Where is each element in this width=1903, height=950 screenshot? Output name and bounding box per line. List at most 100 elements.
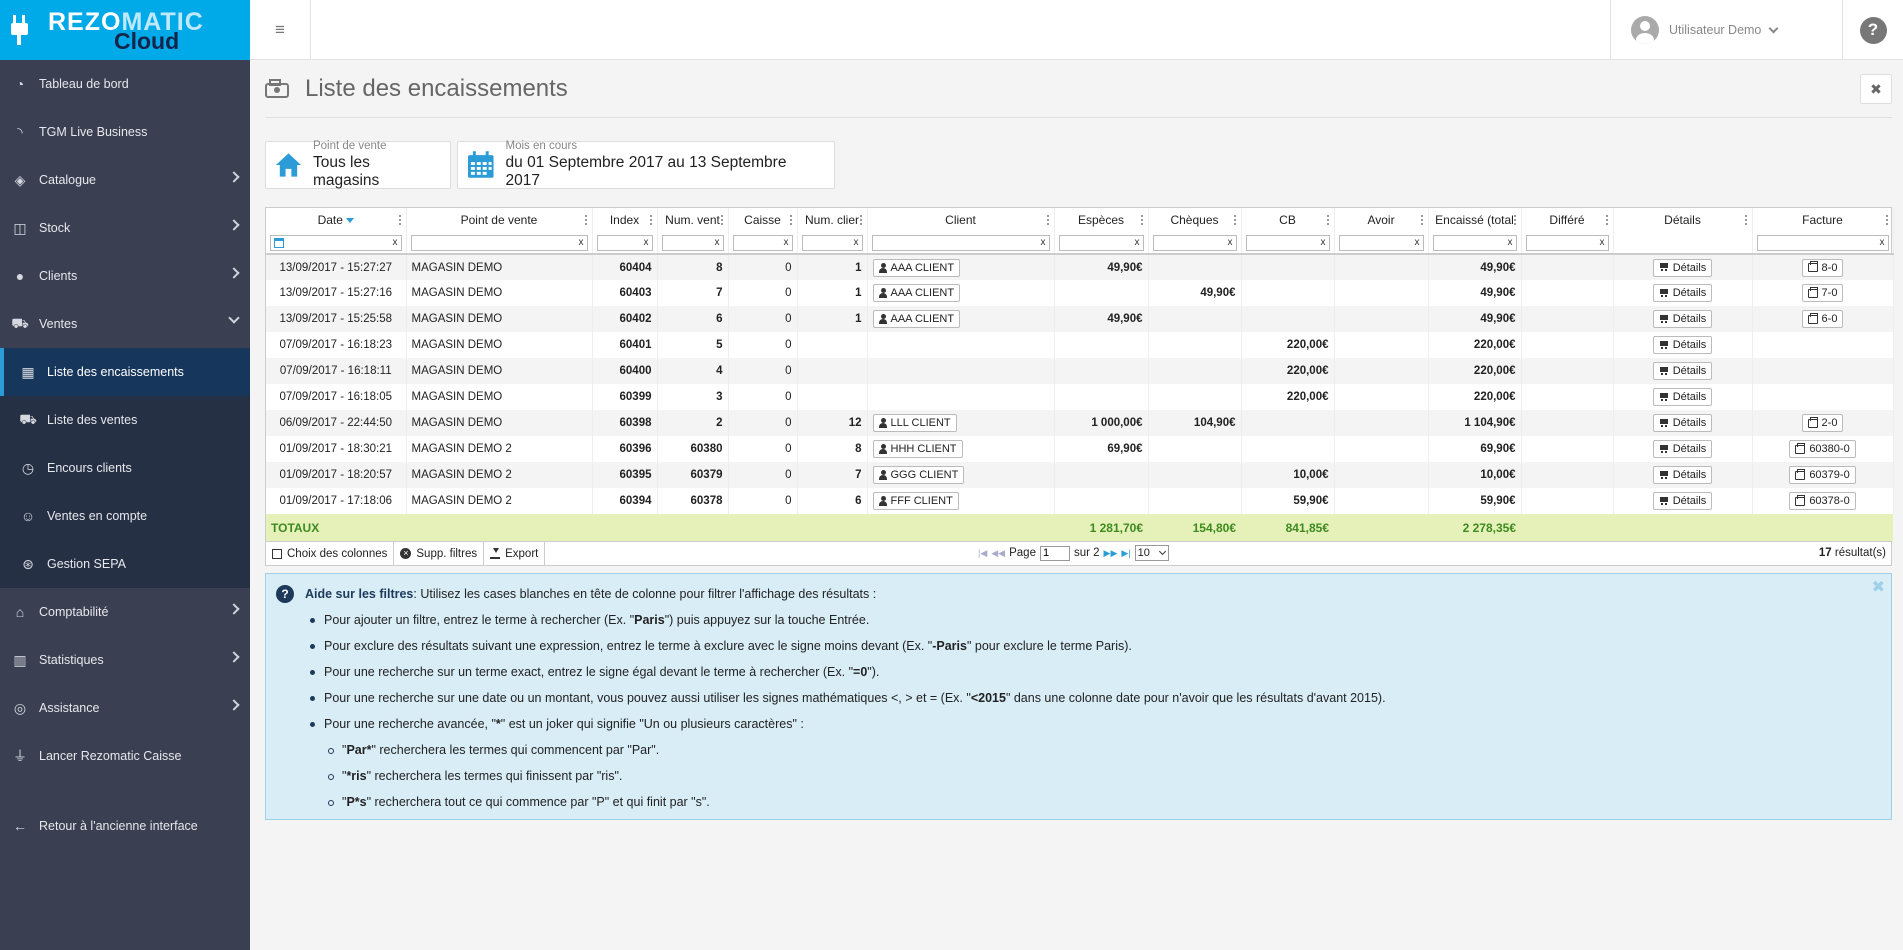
col-header-caisse[interactable]: Caisse: [728, 208, 798, 232]
index-filter-input[interactable]: x: [596, 234, 653, 251]
col-header-point-de-vente[interactable]: Point de vente: [406, 208, 593, 232]
sidebar-item-comptabilite[interactable]: ⌂ Comptabilité: [0, 588, 250, 636]
clear-filter-icon[interactable]: x: [783, 236, 789, 248]
details-button[interactable]: Détails: [1652, 440, 1713, 458]
client-num-filter-input[interactable]: x: [801, 234, 863, 251]
column-resize-handle[interactable]: [1605, 215, 1608, 225]
cb-filter-input[interactable]: x: [1245, 234, 1330, 251]
clear-filter-icon[interactable]: x: [643, 236, 649, 248]
sidebar-item-catalogue[interactable]: ◈ Catalogue: [0, 156, 250, 204]
invoice-print-button[interactable]: 7-0: [1801, 284, 1844, 302]
client-button[interactable]: LLL CLIENT: [872, 414, 957, 432]
col-header-cheques[interactable]: Chèques: [1148, 208, 1242, 232]
sidebar-item-assistance[interactable]: ◎ Assistance: [0, 684, 250, 732]
client-button[interactable]: GGG CLIENT: [872, 466, 965, 484]
invoice-print-button[interactable]: 6-0: [1801, 310, 1844, 328]
column-resize-handle[interactable]: [1885, 215, 1888, 225]
close-page-button[interactable]: ✖: [1860, 74, 1892, 104]
table-row[interactable]: 01/09/2017 - 18:30:21 MAGASIN DEMO 2 60396…: [266, 436, 1894, 462]
details-button[interactable]: Détails: [1652, 310, 1713, 328]
clear-filter-icon[interactable]: x: [1414, 236, 1420, 248]
date-filter-input[interactable]: x: [270, 234, 402, 251]
col-header-differe[interactable]: Différé: [1521, 208, 1614, 232]
clear-filter-icon[interactable]: x: [714, 236, 720, 248]
invoice-print-button[interactable]: 60379-0: [1789, 466, 1856, 484]
column-resize-handle[interactable]: [859, 215, 862, 225]
sidebar-item-liste-ventes[interactable]: ⛟ Liste des ventes: [0, 396, 250, 444]
sidebar-item-back[interactable]: ← Retour à l'ancienne interface: [0, 802, 250, 850]
col-header-client[interactable]: Client: [867, 208, 1055, 232]
close-help-icon[interactable]: ✖: [1871, 579, 1885, 596]
column-resize-handle[interactable]: [1513, 215, 1516, 225]
table-row[interactable]: 06/09/2017 - 22:44:50 MAGASIN DEMO 60398 2 0…: [266, 410, 1894, 436]
clear-filter-icon[interactable]: x: [1227, 236, 1233, 248]
column-resize-handle[interactable]: [584, 215, 587, 225]
column-resize-handle[interactable]: [398, 215, 401, 225]
column-resize-handle[interactable]: [1046, 215, 1049, 225]
choose-columns-button[interactable]: Choix des colonnes: [266, 542, 395, 565]
column-resize-handle[interactable]: [789, 215, 792, 225]
caisse-filter-input[interactable]: x: [732, 234, 793, 251]
sidebar-item-encaissements[interactable]: ▦ Liste des encaissements: [0, 348, 250, 396]
client-button[interactable]: FFF CLIENT: [872, 492, 959, 510]
client-button[interactable]: AAA CLIENT: [872, 258, 961, 277]
clear-filter-icon[interactable]: x: [853, 236, 859, 248]
table-row[interactable]: 01/09/2017 - 17:18:06 MAGASIN DEMO 2 60394…: [266, 488, 1894, 514]
column-resize-handle[interactable]: [649, 215, 652, 225]
table-row[interactable]: 13/09/2017 - 15:27:27 MAGASIN DEMO 60404 8 0…: [266, 254, 1894, 280]
invoice-print-button[interactable]: 8-0: [1801, 258, 1844, 277]
table-row[interactable]: 07/09/2017 - 16:18:05 MAGASIN DEMO 60399 3 0…: [266, 384, 1894, 410]
clear-filter-icon[interactable]: x: [1507, 236, 1513, 248]
brand-logo[interactable]: REZOMATIC Cloud: [0, 0, 250, 60]
col-header-especes[interactable]: Espèces: [1054, 208, 1149, 232]
table-row[interactable]: 07/09/2017 - 16:18:11 MAGASIN DEMO 60400 4 0…: [266, 358, 1894, 384]
col-header-encaisse-total[interactable]: Encaissé (total: [1428, 208, 1522, 232]
table-row[interactable]: 13/09/2017 - 15:25:58 MAGASIN DEMO 60402 6 0…: [266, 306, 1894, 332]
sidebar-item-dashboard[interactable]: ◔ Tableau de bord: [0, 60, 250, 108]
clear-filter-icon[interactable]: x: [1320, 236, 1326, 248]
details-button[interactable]: Détails: [1652, 362, 1713, 380]
sidebar-item-clients[interactable]: ● Clients: [0, 252, 250, 300]
page-number-input[interactable]: [1039, 545, 1070, 561]
col-header-num-vente[interactable]: Num. vent: [657, 208, 729, 232]
avoir-filter-input[interactable]: x: [1338, 234, 1424, 251]
client-button[interactable]: AAA CLIENT: [872, 284, 961, 302]
total-filter-input[interactable]: x: [1432, 234, 1517, 251]
help-button[interactable]: ?: [1842, 0, 1903, 60]
sidebar-item-ventes-compte[interactable]: ☺ Ventes en compte: [0, 492, 250, 540]
col-header-num-client[interactable]: Num. clier: [797, 208, 868, 232]
especes-filter-input[interactable]: x: [1058, 234, 1144, 251]
prev-page-icon[interactable]: ◀◀: [991, 547, 1006, 558]
user-menu[interactable]: Utilisateur Demo: [1610, 0, 1842, 60]
client-filter-input[interactable]: x: [871, 234, 1050, 251]
table-row[interactable]: 01/09/2017 - 18:20:57 MAGASIN DEMO 2 60395…: [266, 462, 1894, 488]
sidebar-item-ventes[interactable]: ⛟ Ventes: [0, 300, 250, 348]
sidebar-item-statistiques[interactable]: ▥ Statistiques: [0, 636, 250, 684]
export-button[interactable]: Export: [484, 542, 546, 565]
column-resize-handle[interactable]: [1744, 215, 1747, 225]
clear-filters-button[interactable]: × Supp. filtres: [394, 542, 485, 565]
details-button[interactable]: Détails: [1652, 414, 1713, 432]
invoice-print-button[interactable]: 60380-0: [1789, 440, 1856, 458]
table-row[interactable]: 07/09/2017 - 16:18:23 MAGASIN DEMO 60401 5 0…: [266, 332, 1894, 358]
column-resize-handle[interactable]: [720, 215, 723, 225]
column-resize-handle[interactable]: [1140, 215, 1143, 225]
next-page-icon[interactable]: ▶▶: [1103, 547, 1118, 558]
clear-filter-icon[interactable]: x: [1040, 236, 1046, 248]
invoice-print-button[interactable]: 2-0: [1801, 414, 1844, 432]
details-button[interactable]: Détails: [1652, 466, 1713, 484]
client-button[interactable]: HHH CLIENT: [872, 440, 963, 458]
table-row[interactable]: 13/09/2017 - 15:27:16 MAGASIN DEMO 60403 7 0…: [266, 280, 1894, 306]
menu-toggle-button[interactable]: ≡: [250, 0, 311, 60]
column-resize-handle[interactable]: [1326, 215, 1329, 225]
sidebar-item-tgm-live[interactable]: ◝ TGM Live Business: [0, 108, 250, 156]
store-filter[interactable]: Point de vente Tous les magasins: [265, 140, 451, 189]
clear-filter-icon[interactable]: x: [1134, 236, 1140, 248]
page-size-select[interactable]: 10: [1134, 545, 1169, 561]
facture-filter-input[interactable]: x: [1756, 234, 1889, 251]
cheques-filter-input[interactable]: x: [1152, 234, 1237, 251]
period-filter[interactable]: Mois en cours du 01 Septembre 2017 au 13…: [457, 140, 835, 189]
col-header-index[interactable]: Index: [592, 208, 658, 232]
details-button[interactable]: Détails: [1652, 336, 1713, 354]
sidebar-item-lancer-caisse[interactable]: ⏚ Lancer Rezomatic Caisse: [0, 732, 250, 780]
